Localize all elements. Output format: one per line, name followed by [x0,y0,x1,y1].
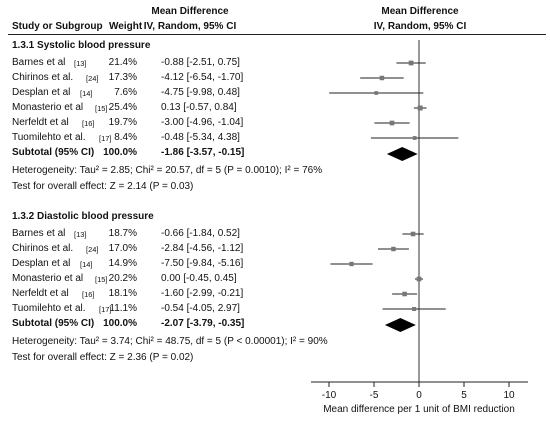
study-weight: 14.9% [108,258,137,269]
study-ci: -7.50 [-9.84, -5.16] [161,258,244,269]
point-estimate-square [389,120,395,126]
study-name: Nerfeldt et al [12,288,69,299]
study-name: Barnes et al [12,57,66,68]
study-ci: -1.60 [-2.99, -0.21] [161,288,244,299]
study-ref: [16] [82,119,95,128]
header-rule [8,34,546,35]
subtotal-ci: -2.07 [-3.79, -0.35] [161,318,245,329]
left-header-title: Mean Difference [151,6,229,17]
study-weight: 19.7% [108,117,137,128]
x-tick-label: -10 [322,390,337,401]
overall-effect-text: Test for overall effect: Z = 2.14 (P = 0… [12,181,194,192]
study-column-header: Study or Subgroup [12,21,103,32]
subtotal-diamond [384,318,416,332]
study-ref: [15] [95,104,108,113]
point-estimate-square [412,306,417,312]
right-header-title: Mean Difference [381,6,459,17]
group-title-systolic: 1.3.1 Systolic blood pressure [12,40,151,51]
study-ci: -0.66 [-1.84, 0.52] [161,228,240,239]
study-ci: 0.13 [-0.57, 0.84] [161,102,237,113]
point-estimate-square [379,75,385,81]
right-header-subtitle: IV, Random, 95% CI [373,21,467,32]
study-name: Desplan et al [12,87,71,98]
study-ref: [16] [82,290,95,299]
study-ref: [14] [80,260,93,269]
study-ref: [24] [86,74,99,83]
subtotal-diamond [386,147,418,161]
study-name: Monasterio et al [12,273,84,284]
study-ref: [13] [74,230,87,239]
study-ref: [17] [99,134,112,143]
study-name: Desplan et al [12,258,71,269]
point-estimate-square [374,91,379,95]
x-tick-label: 10 [503,390,515,401]
heterogeneity-text: Heterogeneity: Tau² = 3.74; Chi² = 48.75… [12,336,328,347]
study-weight: 11.1% [109,303,137,314]
study-ref: [24] [86,245,99,254]
study-weight: 17.0% [108,243,137,254]
study-ci: -0.54 [-4.05, 2.97] [161,303,240,314]
study-ci: -4.12 [-6.54, -1.70] [161,72,244,83]
point-estimate-square [416,276,422,282]
x-axis-label: Mean difference per 1 unit of BMI reduct… [323,404,515,415]
subtotal-label: Subtotal (95% CI) [12,147,95,158]
study-weight: 17.3% [108,72,137,83]
point-estimate-square [349,261,354,267]
study-ref: [14] [80,89,93,98]
weight-column-header: Weight [109,21,143,32]
left-header-subtitle: IV, Random, 95% CI [143,21,237,32]
study-ci: 0.00 [-0.45, 0.45] [161,273,237,284]
study-weight: 18.7% [108,228,137,239]
subtotal-label: Subtotal (95% CI) [12,318,95,329]
subtotal-weight: 100.0% [103,147,137,158]
x-tick-label: 5 [461,390,467,401]
subtotal-weight: 100.0% [103,318,137,329]
point-estimate-square [408,60,414,66]
study-ref: [13] [74,59,87,68]
study-ci: -4.75 [-9.98, 0.48] [161,87,240,98]
study-name: Nerfeldt et al [12,117,69,128]
study-name: Tuomilehto et al. [12,303,86,314]
overall-effect-text: Test for overall effect: Z = 2.36 (P = 0… [12,352,194,363]
study-name: Monasterio et al [12,102,84,113]
study-ref: [15] [95,275,108,284]
point-estimate-square [391,246,396,252]
point-estimate-square [402,291,407,297]
study-weight: 21.4% [108,57,137,68]
point-estimate-square [412,136,417,140]
study-weight: 8.4% [114,132,137,143]
study-ci: -0.88 [-2.51, 0.75] [161,57,240,68]
heterogeneity-text: Heterogeneity: Tau² = 2.85; Chi² = 20.57… [12,165,323,176]
x-tick-label: 0 [416,390,422,401]
study-weight: 7.6% [114,87,137,98]
study-name: Barnes et al [12,228,66,239]
study-ci: -0.48 [-5.34, 4.38] [161,132,240,143]
study-name: Chirinos et al. [12,72,74,83]
study-weight: 25.4% [108,102,137,113]
point-estimate-square [410,231,416,237]
group-title-diastolic: 1.3.2 Diastolic blood pressure [12,211,154,222]
study-name: Tuomilehto et al. [12,132,86,143]
study-name: Chirinos et al. [12,243,74,254]
study-ref: [17] [99,305,112,314]
study-weight: 20.2% [108,273,137,284]
x-tick-label: -5 [370,390,379,401]
study-ci: -2.84 [-4.56, -1.12] [161,243,244,254]
point-estimate-square [417,105,423,111]
study-ci: -3.00 [-4.96, -1.04] [161,117,244,128]
study-weight: 18.1% [108,288,137,299]
subtotal-ci: -1.86 [-3.57, -0.15] [161,147,245,158]
